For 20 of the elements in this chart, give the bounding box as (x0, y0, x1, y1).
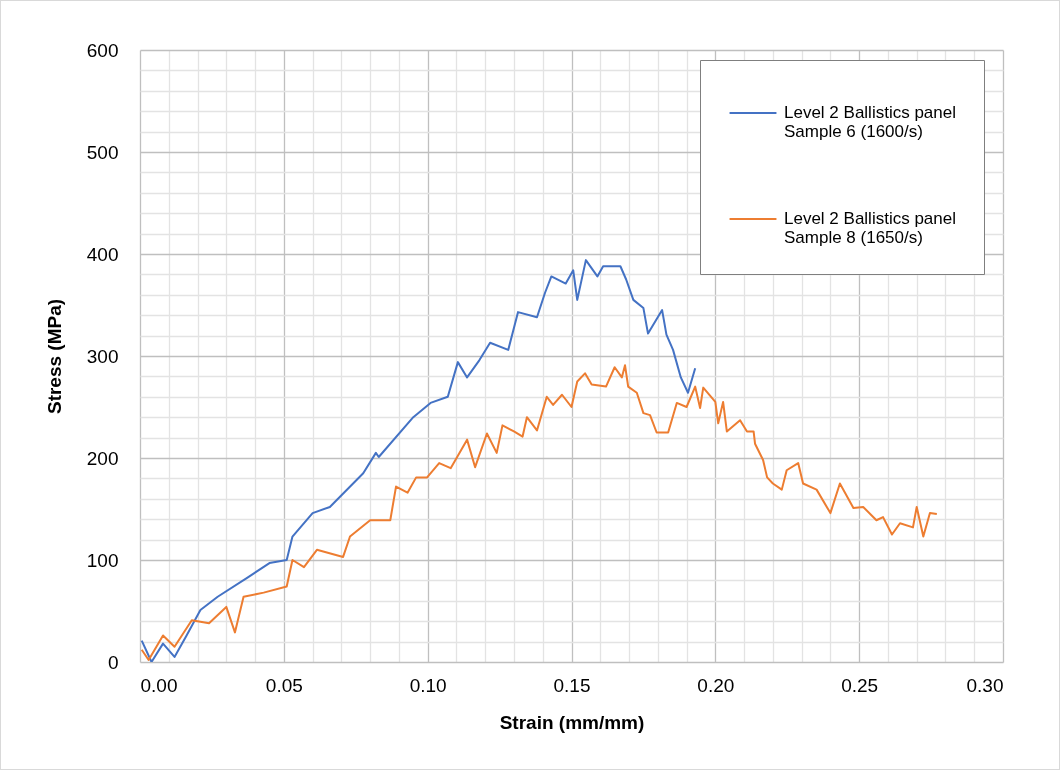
x-tick-label: 0.10 (409, 674, 447, 696)
y-tick-label: 400 (86, 243, 119, 265)
y-tick-label: 100 (86, 549, 119, 571)
x-tick-label: 0.30 (966, 674, 1004, 696)
y-tick-label: 300 (86, 345, 119, 367)
y-axis-title: Stress (MPa) (43, 298, 65, 415)
x-tick-label: 0.25 (841, 674, 879, 696)
x-tick-label: 0.15 (553, 674, 591, 696)
y-tick-label: 500 (86, 141, 119, 163)
y-tick-label: 0 (107, 651, 119, 673)
x-tick-label: 0.00 (140, 674, 178, 696)
x-axis-title: Strain (mm/mm) (499, 711, 645, 733)
legend-label: Level 2 Ballistics panel Sample 6 (1600/s) (784, 103, 956, 141)
legend-label: Level 2 Ballistics panel Sample 8 (1650/s) (784, 209, 956, 247)
line-series (140, 364, 938, 661)
x-tick-label: 0.20 (697, 674, 735, 696)
y-tick-label: 200 (86, 447, 119, 469)
x-tick-label: 0.05 (265, 674, 303, 696)
y-tick-label: 600 (86, 39, 119, 61)
line-series (140, 259, 697, 662)
